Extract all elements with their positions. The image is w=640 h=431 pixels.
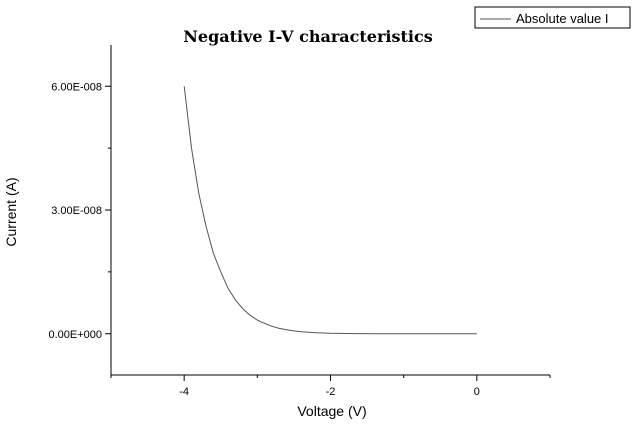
plot-area: 0.00E+000 3.00E-008 6.00E-008 -4 -2 0 bbox=[48, 45, 551, 398]
x-tick-label: 0 bbox=[474, 386, 480, 398]
x-tick-label: -4 bbox=[179, 386, 189, 398]
y-tick-label: 6.00E-008 bbox=[51, 81, 102, 93]
x-ticks: -4 -2 0 bbox=[110, 375, 551, 398]
y-ticks: 0.00E+000 3.00E-008 6.00E-008 bbox=[48, 81, 111, 341]
y-tick-label: 0.00E+000 bbox=[48, 329, 102, 341]
legend-label: Absolute value I bbox=[516, 11, 609, 26]
legend-box bbox=[474, 6, 631, 29]
legend: Absolute value I bbox=[474, 6, 631, 29]
y-axis-label: Current (A) bbox=[3, 177, 19, 246]
series-line-absolute-value-i bbox=[183, 86, 477, 335]
y-tick-label: 3.00E-008 bbox=[51, 205, 102, 217]
x-axis-label: Voltage (V) bbox=[297, 403, 366, 419]
chart-title: Negative I-V characteristics bbox=[183, 27, 432, 46]
x-tick-label: -2 bbox=[326, 386, 336, 398]
